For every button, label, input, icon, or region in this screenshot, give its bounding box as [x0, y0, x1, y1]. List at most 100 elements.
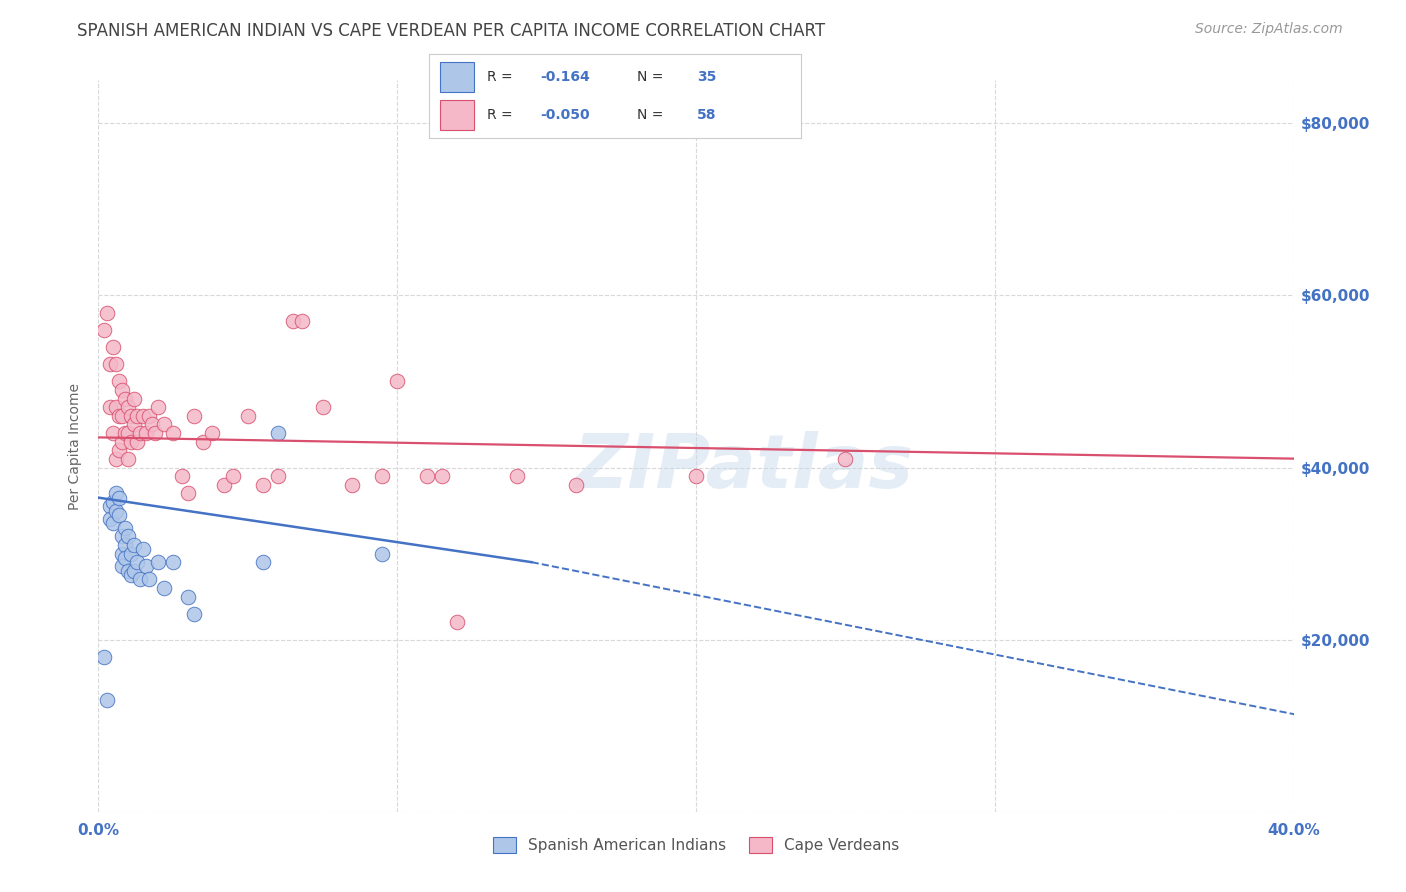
Point: [117, 564, 139, 578]
Point: [105, 486, 128, 500]
Point: [153, 417, 176, 432]
Point: [117, 426, 139, 441]
Point: [138, 573, 160, 587]
Point: [108, 409, 131, 423]
Point: [114, 550, 136, 565]
Point: [371, 469, 394, 483]
Point: [135, 426, 157, 441]
Point: [120, 547, 142, 561]
Point: [108, 508, 131, 522]
Point: [127, 434, 149, 449]
Point: [138, 409, 160, 423]
Point: [127, 555, 149, 569]
Point: [430, 469, 453, 483]
Point: [132, 409, 155, 423]
Point: [96, 305, 118, 319]
Point: [446, 615, 468, 630]
Point: [141, 417, 163, 432]
Point: [114, 426, 136, 441]
Point: [103, 340, 125, 354]
Point: [111, 547, 134, 561]
Point: [371, 547, 394, 561]
Point: [222, 469, 245, 483]
Point: [114, 392, 136, 406]
Text: N =: N =: [637, 70, 668, 84]
Point: [124, 538, 146, 552]
Point: [96, 693, 118, 707]
Point: [117, 401, 139, 415]
Point: [105, 503, 128, 517]
Text: R =: R =: [486, 70, 516, 84]
Point: [191, 434, 214, 449]
Text: -0.164: -0.164: [540, 70, 591, 84]
Point: [93, 649, 115, 664]
Point: [281, 314, 304, 328]
Point: [98, 401, 122, 415]
Point: [105, 357, 128, 371]
Point: [236, 409, 259, 423]
Point: [162, 555, 184, 569]
Point: [124, 564, 146, 578]
Point: [124, 417, 146, 432]
Point: [129, 426, 152, 441]
Point: [177, 486, 200, 500]
Point: [267, 469, 290, 483]
Point: [183, 607, 205, 621]
Point: [114, 538, 136, 552]
Text: R =: R =: [486, 108, 516, 122]
Point: [105, 451, 128, 466]
Text: Source: ZipAtlas.com: Source: ZipAtlas.com: [1195, 22, 1343, 37]
Point: [172, 469, 194, 483]
Point: [143, 426, 166, 441]
Point: [108, 491, 131, 505]
Point: [98, 357, 122, 371]
Point: [120, 409, 142, 423]
Point: [103, 516, 125, 531]
Point: [252, 555, 274, 569]
Point: [212, 477, 235, 491]
Point: [267, 426, 290, 441]
Text: 35: 35: [697, 70, 717, 84]
Point: [111, 559, 134, 574]
Point: [201, 426, 224, 441]
Point: [162, 426, 184, 441]
Point: [416, 469, 439, 483]
Point: [685, 469, 707, 483]
Text: N =: N =: [637, 108, 668, 122]
Point: [135, 559, 157, 574]
Point: [342, 477, 364, 491]
Text: ZIPatlas: ZIPatlas: [574, 432, 914, 505]
Point: [311, 401, 333, 415]
Point: [114, 521, 136, 535]
Point: [834, 451, 856, 466]
Text: -0.050: -0.050: [540, 108, 591, 122]
Point: [108, 375, 131, 389]
Point: [120, 434, 142, 449]
Point: [148, 401, 170, 415]
Point: [120, 568, 142, 582]
Point: [129, 573, 152, 587]
Point: [127, 409, 149, 423]
Point: [132, 542, 155, 557]
Point: [565, 477, 588, 491]
Point: [124, 392, 146, 406]
Point: [108, 443, 131, 458]
Point: [291, 314, 314, 328]
Point: [506, 469, 529, 483]
Point: [148, 555, 170, 569]
Point: [177, 590, 200, 604]
Point: [117, 529, 139, 543]
Legend: Spanish American Indians, Cape Verdeans: Spanish American Indians, Cape Verdeans: [486, 830, 905, 859]
Point: [117, 451, 139, 466]
Point: [98, 512, 122, 526]
Point: [111, 529, 134, 543]
Point: [252, 477, 274, 491]
Point: [183, 409, 205, 423]
Point: [103, 426, 125, 441]
Point: [105, 401, 128, 415]
Point: [153, 581, 176, 595]
Point: [385, 375, 409, 389]
Point: [111, 409, 134, 423]
Point: [103, 495, 125, 509]
Point: [98, 500, 122, 514]
